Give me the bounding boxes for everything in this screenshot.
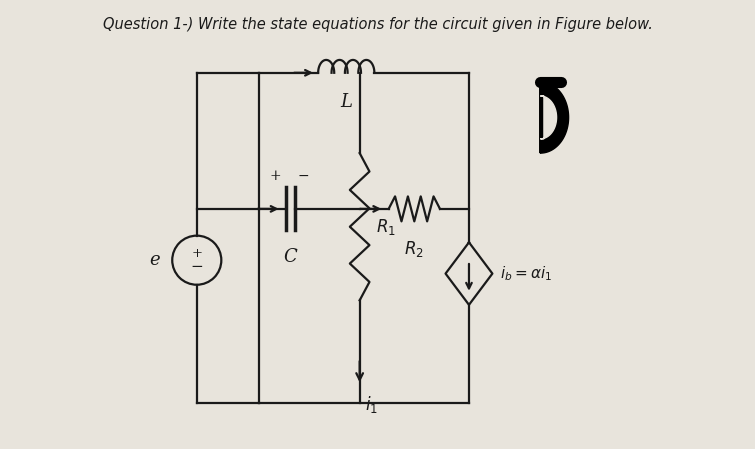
Text: Question 1-) Write the state equations for the circuit given in Figure below.: Question 1-) Write the state equations f… [103,17,652,32]
Text: $R_1$: $R_1$ [376,217,396,237]
Text: C: C [284,248,297,266]
Text: +: + [269,169,281,183]
Text: $i_1$: $i_1$ [365,394,378,415]
Polygon shape [541,96,556,139]
Text: $i_b = \alpha i_1$: $i_b = \alpha i_1$ [501,264,553,283]
Text: $R_2$: $R_2$ [405,239,424,259]
Text: −: − [297,169,309,183]
Polygon shape [541,82,569,153]
Text: L: L [341,93,353,111]
Text: −: − [190,260,203,274]
Text: e: e [149,251,160,269]
Text: +: + [191,247,202,260]
